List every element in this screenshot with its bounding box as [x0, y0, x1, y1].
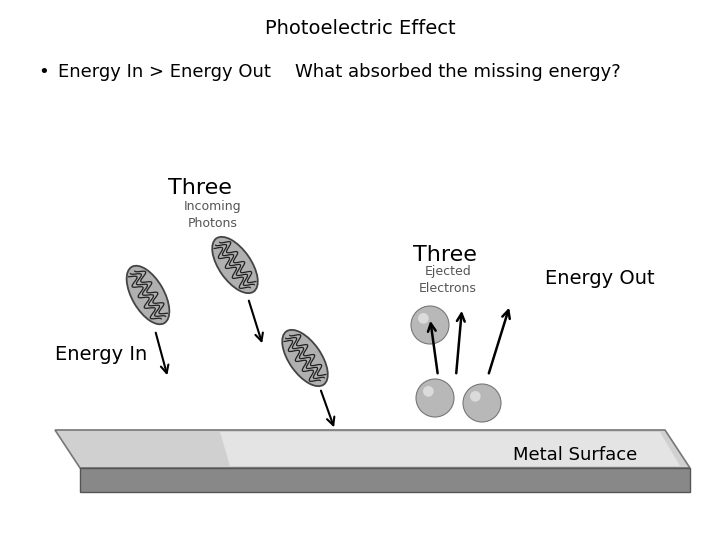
Text: What absorbed the missing energy?: What absorbed the missing energy? — [295, 63, 621, 81]
Circle shape — [470, 391, 481, 402]
Ellipse shape — [212, 237, 258, 293]
Polygon shape — [220, 432, 680, 466]
Text: Energy In: Energy In — [55, 346, 148, 365]
Text: Metal Surface: Metal Surface — [513, 446, 637, 464]
Text: •: • — [38, 63, 49, 81]
Circle shape — [463, 384, 501, 422]
Circle shape — [423, 386, 433, 397]
Text: Photoelectric Effect: Photoelectric Effect — [265, 18, 455, 37]
Circle shape — [418, 313, 428, 323]
Text: Three: Three — [168, 178, 232, 198]
Text: Three: Three — [413, 245, 477, 265]
Ellipse shape — [282, 330, 328, 386]
Ellipse shape — [127, 266, 169, 324]
Text: Energy In > Energy Out: Energy In > Energy Out — [58, 63, 271, 81]
Polygon shape — [80, 468, 690, 492]
Polygon shape — [55, 430, 690, 468]
Text: Ejected
Electrons: Ejected Electrons — [419, 265, 477, 295]
Text: Incoming
Photons: Incoming Photons — [184, 200, 242, 230]
Circle shape — [411, 306, 449, 344]
Circle shape — [416, 379, 454, 417]
Text: Energy Out: Energy Out — [545, 268, 654, 287]
